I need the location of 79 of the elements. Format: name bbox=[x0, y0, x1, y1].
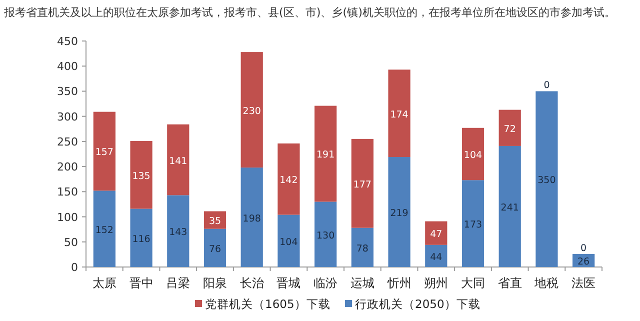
bar bbox=[388, 70, 410, 158]
data-label: 72 bbox=[504, 124, 516, 135]
y-tick-label: 0 bbox=[71, 261, 78, 274]
data-label: 152 bbox=[95, 224, 114, 236]
y-tick-label: 450 bbox=[57, 35, 78, 48]
data-label: 116 bbox=[132, 234, 150, 245]
y-tick-label: 400 bbox=[57, 60, 78, 74]
x-tick-label: 吕梁 bbox=[166, 276, 190, 290]
data-label: 350 bbox=[538, 175, 556, 186]
bar bbox=[240, 52, 263, 168]
y-tick-label: 100 bbox=[57, 210, 78, 224]
x-tick-label: 大同 bbox=[461, 276, 485, 290]
y-tick-label: 300 bbox=[57, 110, 78, 124]
x-tick-label: 法医 bbox=[572, 276, 596, 290]
bar bbox=[314, 106, 337, 202]
data-label: 241 bbox=[500, 202, 519, 214]
data-label: 78 bbox=[356, 243, 368, 254]
data-label: 135 bbox=[132, 170, 150, 182]
bar bbox=[130, 140, 152, 209]
y-tick-label: 200 bbox=[57, 160, 78, 174]
data-label: 26 bbox=[578, 256, 590, 268]
x-tick-label: 省直 bbox=[498, 276, 522, 290]
bar bbox=[462, 128, 484, 180]
data-label: 198 bbox=[242, 213, 261, 224]
data-label: 141 bbox=[169, 156, 188, 167]
bar bbox=[167, 195, 190, 267]
chart-title: 报考省直机关及以上的职位在太原参加考试，报考市、县(区、市)、乡(镇)机关职位的，在报考单位所在地设区的市参加考试。 bbox=[3, 6, 616, 19]
y-tick-label: 150 bbox=[57, 186, 78, 199]
data-label: 76 bbox=[208, 244, 222, 255]
legend-label: 党群机关（1605）下载 bbox=[205, 297, 330, 311]
data-label: 230 bbox=[242, 106, 261, 117]
x-tick-label: 长治 bbox=[240, 276, 264, 290]
data-label: 142 bbox=[280, 175, 298, 186]
bar bbox=[314, 202, 337, 267]
data-label: 0 bbox=[580, 242, 587, 254]
x-tick-label: 晋中 bbox=[129, 276, 154, 290]
bar bbox=[204, 228, 226, 267]
data-label: 130 bbox=[316, 230, 335, 242]
data-label: 44 bbox=[430, 252, 442, 263]
data-label: 104 bbox=[464, 150, 482, 161]
y-tick-label: 350 bbox=[57, 85, 78, 98]
x-tick-label: 阳泉 bbox=[203, 276, 227, 290]
data-label: 143 bbox=[169, 227, 188, 238]
bar bbox=[351, 228, 374, 267]
bar bbox=[388, 157, 410, 267]
x-tick-label: 临汾 bbox=[314, 276, 338, 290]
x-tick-label: 地税 bbox=[534, 276, 559, 290]
data-label: 177 bbox=[353, 179, 372, 190]
data-label: 157 bbox=[95, 147, 114, 158]
bar bbox=[167, 124, 190, 196]
bar bbox=[462, 180, 484, 267]
x-tick-label: 太原 bbox=[92, 276, 116, 290]
data-label: 191 bbox=[316, 150, 335, 161]
data-label: 174 bbox=[390, 109, 408, 120]
data-label: 173 bbox=[464, 220, 482, 231]
x-tick-label: 朔州 bbox=[424, 276, 448, 290]
data-label: 35 bbox=[208, 216, 222, 228]
bar bbox=[93, 112, 116, 191]
bar bbox=[498, 110, 521, 146]
bar bbox=[425, 221, 448, 245]
bar bbox=[278, 143, 300, 215]
bar bbox=[498, 146, 521, 267]
bar bbox=[278, 214, 300, 267]
bar bbox=[130, 208, 152, 267]
y-tick-label: 250 bbox=[57, 135, 78, 148]
bar bbox=[240, 168, 263, 267]
x-tick-label: 晋城 bbox=[276, 276, 301, 290]
data-label: 0 bbox=[544, 80, 550, 92]
bar bbox=[536, 91, 558, 267]
x-tick-label: 忻州 bbox=[386, 276, 412, 290]
data-label: 104 bbox=[280, 236, 298, 248]
x-tick-label: 运城 bbox=[350, 276, 374, 290]
bar bbox=[351, 138, 374, 228]
data-label: 219 bbox=[390, 208, 408, 220]
data-label: 47 bbox=[430, 229, 442, 240]
bar bbox=[93, 190, 116, 267]
y-tick-label: 50 bbox=[64, 236, 78, 249]
bar bbox=[425, 244, 448, 267]
legend-label: 行政机关（2050）下载 bbox=[355, 297, 480, 311]
